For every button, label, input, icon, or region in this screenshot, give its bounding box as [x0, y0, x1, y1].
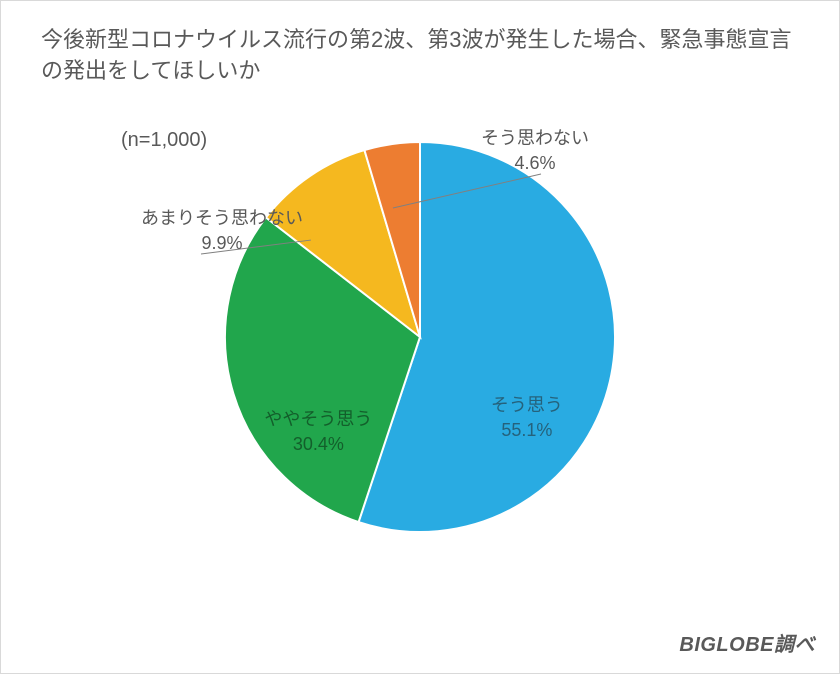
slice-label-text: あまりそう思わない	[141, 206, 303, 231]
slice-percent-text: 9.9%	[141, 231, 303, 256]
slice-percent-text: 30.4%	[264, 432, 372, 457]
slice-label-text: そう思う	[491, 393, 563, 418]
slice-percent-text: 55.1%	[491, 418, 563, 443]
slice-label-text: ややそう思う	[264, 407, 372, 432]
callout-label: そう思わない4.6%	[481, 126, 589, 176]
callout-label: あまりそう思わない9.9%	[141, 206, 303, 256]
source-label: BIGLOBE調べ	[679, 628, 815, 657]
pie-chart	[213, 130, 627, 544]
slice-label-text: そう思わない	[481, 126, 589, 151]
sample-size-label: (n=1,000)	[121, 129, 207, 152]
slice-percent-text: 4.6%	[481, 151, 589, 176]
chart-title: 今後新型コロナウイルス流行の第2波、第3波が発生した場合、緊急事態宣言の発出をし…	[41, 25, 799, 87]
chart-container: 今後新型コロナウイルス流行の第2波、第3波が発生した場合、緊急事態宣言の発出をし…	[0, 0, 840, 674]
slice-label: ややそう思う30.4%	[264, 407, 372, 457]
slice-label: そう思う55.1%	[491, 393, 563, 443]
